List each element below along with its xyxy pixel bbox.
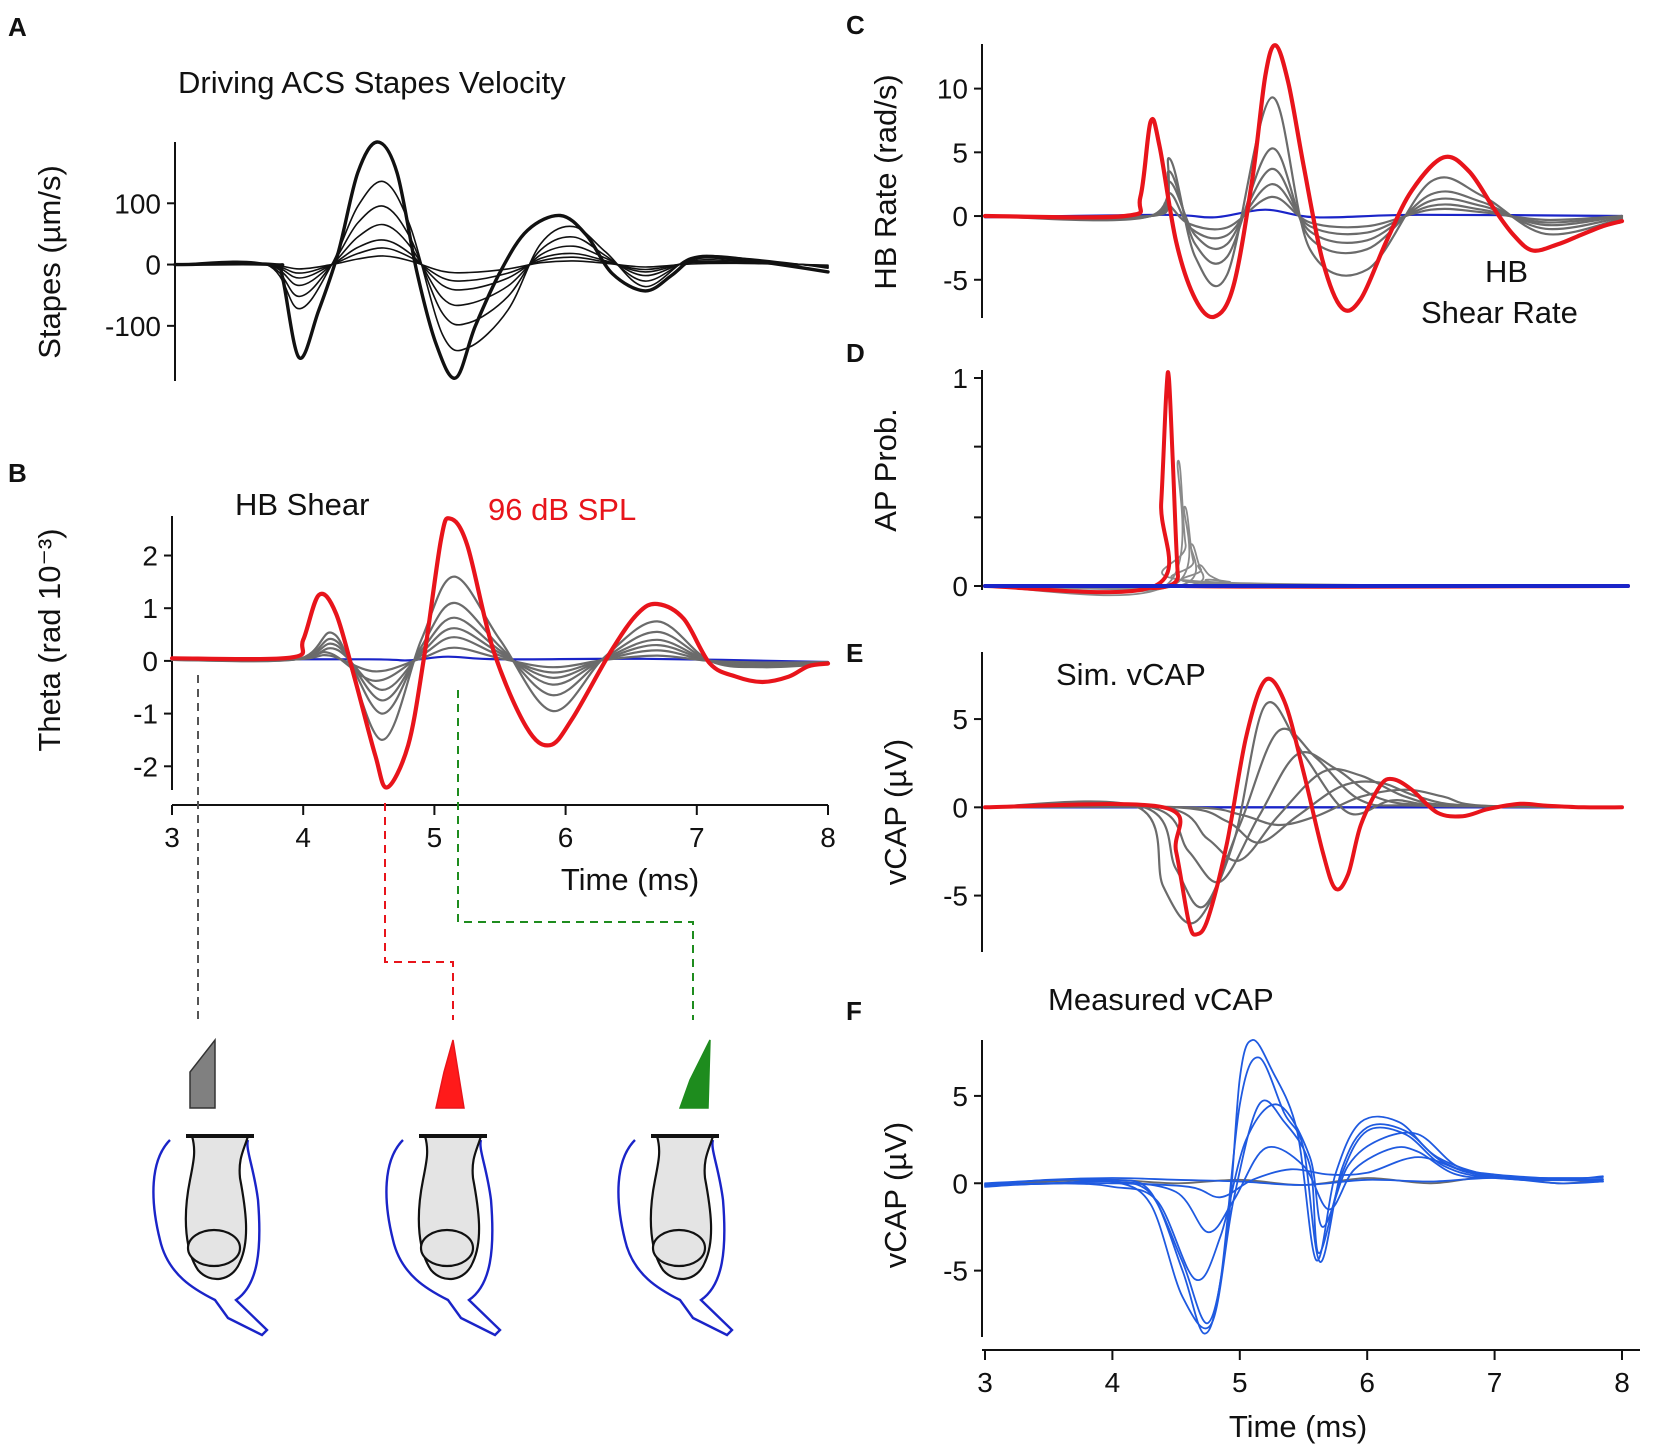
x-tick-label: 5 <box>1232 1367 1248 1398</box>
hair-bundle-gray-icon <box>189 1037 216 1109</box>
y-tick-label: 0 <box>952 571 968 602</box>
panel-label-f: F <box>846 996 862 1026</box>
panel-a-series-4 <box>174 223 829 307</box>
y-tick-label: 5 <box>952 137 968 168</box>
panel-f-x-label: Time (ms) <box>1229 1409 1367 1444</box>
panel-d-series-6 <box>983 370 1630 595</box>
panel-c-title-line-1: HB <box>1485 254 1528 289</box>
y-tick-label: 5 <box>952 1081 968 1112</box>
panel-e-series-4 <box>983 767 1624 862</box>
panel-label-b: B <box>8 458 27 488</box>
panel-c-series-6 <box>983 96 1624 288</box>
panel-e-y-label: vCAP (µV) <box>878 739 913 885</box>
panel-d-series-5 <box>984 460 1629 597</box>
panel-d-series-4 <box>984 506 1629 593</box>
y-tick-label: 2 <box>142 541 158 572</box>
panel-label-e: E <box>846 638 863 668</box>
connector-green <box>457 690 694 1020</box>
panel-f-series-5 <box>984 1103 1604 1281</box>
y-tick-label: 0 <box>952 201 968 232</box>
y-tick-label: 0 <box>142 646 158 677</box>
panel-b-series-8 <box>169 516 831 790</box>
panel-a-stapes-velocity: Driving ACS Stapes Velocity 100 0 -100 Stap… <box>32 65 830 381</box>
panel-a-series-3 <box>174 239 829 291</box>
panel-d-series-3 <box>984 543 1629 590</box>
y-tick-label: 1 <box>952 363 968 394</box>
panel-f-series-7 <box>984 1056 1604 1335</box>
panel-b-annotation: 96 dB SPL <box>488 492 636 527</box>
panel-a-series-1 <box>174 255 829 274</box>
y-tick-label: 10 <box>937 74 968 105</box>
panel-f-series-4 <box>984 1146 1604 1234</box>
hair-cell-illustrations <box>152 1037 734 1337</box>
panel-a-series-7 <box>173 140 830 380</box>
panel-e-title: Sim. vCAP <box>1056 657 1206 692</box>
y-tick-label: 100 <box>114 188 161 219</box>
y-tick-label: -5 <box>943 881 968 912</box>
panel-d-y-label: AP Prob. <box>868 408 903 532</box>
nucleus <box>186 1228 242 1268</box>
panel-c-y-label: HB Rate (rad/s) <box>868 74 903 289</box>
panel-label-d: D <box>846 338 865 368</box>
panel-b-hb-shear: HB Shear 96 dB SPL 2 1 0 -1 -2 3 4 5 6 7 8 Theta (r… <box>32 487 836 897</box>
panel-b-y-label: Theta (rad 10⁻³) <box>32 528 67 751</box>
x-tick-label: 3 <box>164 822 180 853</box>
connector-red <box>384 803 454 1020</box>
calyx-outline <box>617 1139 734 1337</box>
x-tick-label: 7 <box>689 822 705 853</box>
x-tick-label: 3 <box>977 1367 993 1398</box>
panel-f-measured-vcap: Measured vCAP 5 0 -5 3 4 5 6 7 8 vCAP (µV) Time (m… <box>878 982 1640 1444</box>
panel-f-y-label: vCAP (µV) <box>878 1122 913 1268</box>
hair-cell-1 <box>152 1037 269 1337</box>
panel-e-series-3 <box>983 780 1624 844</box>
panel-c-series-7 <box>982 43 1625 320</box>
y-tick-label: 0 <box>145 250 161 281</box>
panel-label-c: C <box>846 10 865 40</box>
y-tick-label: -5 <box>943 1256 968 1287</box>
panel-a-y-label: Stapes (µm/s) <box>32 165 67 359</box>
panel-c-title-line-2: Shear Rate <box>1421 295 1578 330</box>
y-tick-label: 5 <box>952 704 968 735</box>
panel-c-hb-shear-rate: HB Shear Rate 10 5 0 -5 HB Rate (rad/s) <box>868 43 1625 330</box>
panel-c-series-4 <box>983 167 1624 250</box>
panel-f-series-6 <box>984 1099 1604 1330</box>
y-tick-label: 1 <box>142 593 158 624</box>
panel-a-title: Driving ACS Stapes Velocity <box>178 65 566 100</box>
y-tick-label: -100 <box>105 311 161 342</box>
nucleus <box>419 1228 475 1268</box>
panel-d-ap-probability: 1 0 AP Prob. <box>868 363 1630 602</box>
panel-label-a: A <box>8 12 27 42</box>
y-tick-label: 0 <box>952 1168 968 1199</box>
panel-e-simulated-vcap: Sim. vCAP 5 0 -5 vCAP (µV) <box>878 652 1624 952</box>
x-tick-label: 4 <box>1105 1367 1121 1398</box>
x-tick-label: 6 <box>558 822 574 853</box>
calyx-outline <box>385 1139 502 1337</box>
x-tick-label: 5 <box>427 822 443 853</box>
x-tick-label: 7 <box>1487 1367 1503 1398</box>
x-tick-label: 8 <box>1614 1367 1630 1398</box>
hair-bundle-red-icon <box>435 1039 465 1109</box>
hair-cell-2 <box>385 1039 502 1337</box>
y-tick-label: 0 <box>952 792 968 823</box>
y-tick-label: -1 <box>133 699 158 730</box>
panel-e-series-7 <box>983 701 1624 925</box>
panel-f-series-8 <box>984 1039 1604 1324</box>
x-tick-label: 4 <box>295 822 311 853</box>
x-tick-label: 6 <box>1359 1367 1375 1398</box>
nucleus <box>651 1228 707 1268</box>
y-tick-label: -2 <box>133 751 158 782</box>
y-tick-label: -5 <box>943 265 968 296</box>
phase-connectors <box>197 675 694 1020</box>
calyx-outline <box>152 1139 269 1337</box>
panel-f-title: Measured vCAP <box>1048 982 1274 1017</box>
panel-b-title: HB Shear <box>235 487 369 522</box>
panel-e-series-6 <box>983 727 1624 909</box>
hair-cell-3 <box>617 1039 734 1337</box>
panel-e-series-8 <box>983 676 1624 937</box>
hair-bundle-green-icon <box>678 1039 711 1109</box>
panel-b-x-label: Time (ms) <box>561 862 699 897</box>
x-tick-label: 8 <box>820 822 836 853</box>
